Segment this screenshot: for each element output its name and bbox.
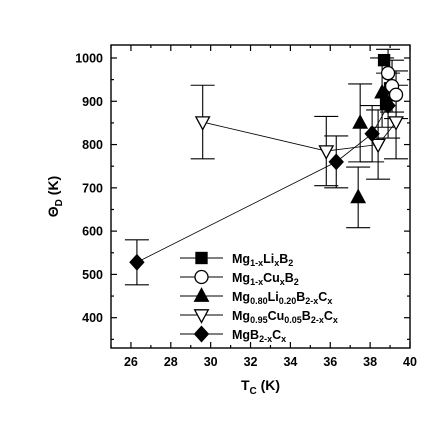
- error-bars: [124, 48, 409, 286]
- legend-label-part: 2-x: [311, 315, 324, 325]
- legend-label-part: Li: [263, 252, 274, 266]
- legend-label-part: Cu: [263, 271, 280, 285]
- series-4-line: [136, 105, 389, 263]
- series-3-point: [194, 116, 211, 131]
- legend-label-part: Mg: [232, 309, 250, 323]
- y-tick-label: 400: [82, 311, 103, 325]
- legend-label-part: Mg: [232, 290, 250, 304]
- legend-label-part: B: [296, 290, 305, 304]
- series-2-point: [352, 114, 369, 129]
- legend-label-part: Mg: [232, 271, 250, 285]
- plot-area-frame: [110, 44, 411, 349]
- legend-label-part: 0.20: [279, 296, 297, 306]
- legend-label-part: x: [327, 296, 332, 306]
- x-tick-label: 34: [283, 355, 297, 369]
- x-tick-label: 36: [323, 355, 337, 369]
- y-tick-label: 700: [82, 181, 103, 195]
- connecting-lines: [136, 105, 397, 263]
- legend-label-part: 0.95: [250, 315, 268, 325]
- legend-label: Mg1-xCuxB2: [232, 271, 299, 287]
- series-3-point: [370, 138, 387, 154]
- legend-label: Mg1-xLixB2: [232, 252, 293, 268]
- legend-label-part: x: [281, 334, 286, 344]
- x-tick-label: 26: [124, 355, 138, 369]
- y-tick-label: 800: [82, 138, 103, 152]
- legend-label: Mg0.80Li0.20B2-xCx: [232, 290, 332, 306]
- legend-label-part: 2: [288, 258, 293, 268]
- legend-label-part: x: [274, 258, 279, 268]
- series-1-point: [388, 87, 404, 102]
- legend-label-part: 2: [294, 277, 299, 287]
- legend-label: Mg0.95Cu0.05B2-xCx: [232, 309, 338, 325]
- legend-label-part: 0.80: [250, 296, 268, 306]
- legend-label-part: B: [285, 271, 294, 285]
- x-tick-label: 32: [244, 355, 258, 369]
- legend-label-part: x: [333, 315, 338, 325]
- legend-label-part: Cu: [268, 309, 285, 323]
- legend-label-part: Mg: [232, 252, 250, 266]
- legend-label-part: 1-x: [250, 277, 263, 287]
- legend-marker: [195, 251, 208, 265]
- series-0-point: [377, 53, 391, 67]
- legend-marker: [193, 325, 210, 343]
- y-tick-label: 500: [82, 268, 103, 282]
- x-axis-label: TC (K): [241, 377, 280, 397]
- series-3-point: [388, 116, 404, 131]
- series-3-point: [318, 145, 335, 160]
- data-markers: [129, 53, 404, 271]
- series-1-point: [380, 65, 396, 81]
- tick-labels: 26 28 30 32 34 36 38 40 400 500 600 700 800 900 1000: [75, 51, 417, 369]
- series-4-point: [380, 97, 396, 115]
- series-2-point: [350, 188, 367, 204]
- y-axis-label: ΘD (K): [45, 176, 65, 217]
- series-4-point: [328, 153, 344, 171]
- x-tick-label: 38: [363, 355, 377, 369]
- legend-label-part: B: [279, 252, 288, 266]
- legend-marker: [193, 287, 210, 302]
- legend-label-part: C: [318, 290, 327, 304]
- series-4-point: [129, 253, 145, 271]
- legend-marker: [194, 269, 209, 285]
- legend-label-part: B: [302, 309, 311, 323]
- series-4-point: [364, 125, 380, 143]
- axis-ticks: [110, 45, 411, 348]
- legend-label-part: MgB: [232, 328, 259, 342]
- legend-label-part: 1-x: [250, 258, 263, 268]
- x-tick-label: 40: [403, 355, 417, 369]
- legend-label-part: C: [272, 328, 281, 342]
- series-2-point: [374, 83, 391, 99]
- legend-label: MgB2-xCx: [232, 328, 286, 344]
- legend-marker: [193, 309, 210, 324]
- legend-label-part: C: [324, 309, 333, 323]
- legend-label-part: 0.05: [284, 315, 302, 325]
- y-tick-label: 600: [82, 225, 103, 239]
- y-tick-label: 1000: [75, 51, 103, 65]
- legend-label-part: x: [280, 277, 285, 287]
- x-tick-label: 30: [204, 355, 218, 369]
- x-tick-label: 28: [164, 355, 178, 369]
- legend-label-part: 2-x: [305, 296, 318, 306]
- legend-label-part: Li: [268, 290, 279, 304]
- legend-label-part: 2-x: [259, 334, 272, 344]
- series-3-line: [202, 121, 397, 152]
- y-tick-label: 900: [82, 95, 103, 109]
- legend: Mg1-xLixB2Mg1-xCuxB2Mg0.80Li0.20B2-xCxMg…: [180, 251, 338, 344]
